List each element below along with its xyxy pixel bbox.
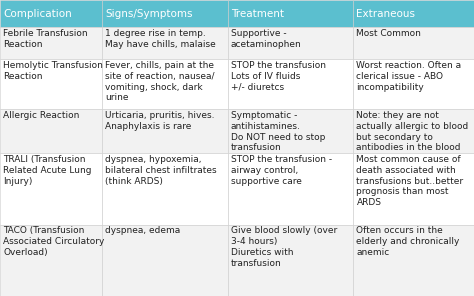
Bar: [0, 153, 102, 225]
Bar: [102, 59, 228, 109]
Text: Often occurs in the
elderly and chronically
anemic: Often occurs in the elderly and chronica…: [356, 226, 460, 257]
Bar: [353, 0, 474, 27]
Text: TACO (Transfusion
Associated Circulatory
Overload): TACO (Transfusion Associated Circulatory…: [3, 226, 105, 257]
Text: STOP the transfusion
Lots of IV fluids
+/- diuretcs: STOP the transfusion Lots of IV fluids +…: [231, 61, 326, 92]
Bar: [102, 27, 228, 59]
Text: Complication: Complication: [3, 9, 72, 19]
Bar: [353, 109, 474, 153]
Text: Most common cause of
death associated with
transfusions but..better
prognosis th: Most common cause of death associated wi…: [356, 155, 464, 207]
Text: dyspnea, hypoxemia,
bilateral chest infiltrates
(think ARDS): dyspnea, hypoxemia, bilateral chest infi…: [105, 155, 217, 186]
Text: Signs/Symptoms: Signs/Symptoms: [105, 9, 193, 19]
Bar: [353, 59, 474, 109]
Bar: [228, 225, 353, 296]
Bar: [353, 27, 474, 59]
Text: Extraneous: Extraneous: [356, 9, 415, 19]
Bar: [0, 109, 102, 153]
Bar: [102, 225, 228, 296]
Bar: [0, 27, 102, 59]
Text: dyspnea, edema: dyspnea, edema: [105, 226, 181, 235]
Text: Most Common: Most Common: [356, 29, 421, 38]
Bar: [228, 153, 353, 225]
Text: Give blood slowly (over
3-4 hours)
Diuretics with
transfusion: Give blood slowly (over 3-4 hours) Diure…: [231, 226, 337, 268]
Text: Allergic Reaction: Allergic Reaction: [3, 111, 80, 120]
Bar: [228, 0, 353, 27]
Bar: [102, 109, 228, 153]
Bar: [353, 225, 474, 296]
Text: Fever, chills, pain at the
site of reaction, nausea/
vomiting, shock, dark
urine: Fever, chills, pain at the site of react…: [105, 61, 215, 102]
Text: Symptomatic -
antihistamines.
Do NOT need to stop
transfusion: Symptomatic - antihistamines. Do NOT nee…: [231, 111, 325, 152]
Text: STOP the transfusion -
airway control,
supportive care: STOP the transfusion - airway control, s…: [231, 155, 332, 186]
Text: Treatment: Treatment: [231, 9, 284, 19]
Bar: [353, 153, 474, 225]
Bar: [102, 153, 228, 225]
Text: Note: they are not
actually allergic to blood
but secondary to
antibodies in the: Note: they are not actually allergic to …: [356, 111, 469, 152]
Text: Febrile Transfusion
Reaction: Febrile Transfusion Reaction: [3, 29, 88, 49]
Bar: [228, 109, 353, 153]
Bar: [0, 59, 102, 109]
Bar: [228, 27, 353, 59]
Text: TRALI (Transfusion
Related Acute Lung
Injury): TRALI (Transfusion Related Acute Lung In…: [3, 155, 92, 186]
Bar: [0, 0, 102, 27]
Bar: [228, 59, 353, 109]
Text: Worst reaction. Often a
clerical issue - ABO
incompatibility: Worst reaction. Often a clerical issue -…: [356, 61, 462, 92]
Text: Urticaria, pruritis, hives.
Anaphylaxis is rare: Urticaria, pruritis, hives. Anaphylaxis …: [105, 111, 215, 131]
Text: 1 degree rise in temp.
May have chills, malaise: 1 degree rise in temp. May have chills, …: [105, 29, 216, 49]
Bar: [0, 225, 102, 296]
Text: Hemolytic Transfusion
Reaction: Hemolytic Transfusion Reaction: [3, 61, 103, 81]
Text: Supportive -
acetaminophen: Supportive - acetaminophen: [231, 29, 301, 49]
Bar: [102, 0, 228, 27]
